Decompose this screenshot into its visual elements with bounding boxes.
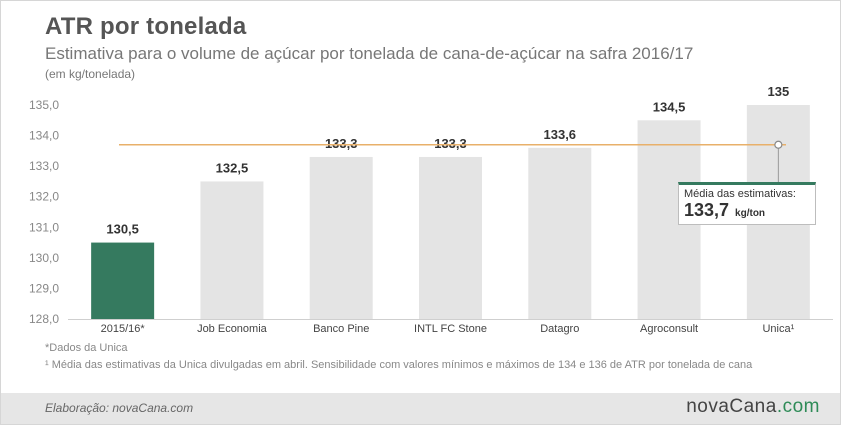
bar <box>200 181 264 319</box>
y-tick-label: 130,0 <box>29 251 59 265</box>
y-tick-label: 132,0 <box>29 190 59 204</box>
footnote-unica: ¹ Média das estimativas da Unica divulga… <box>45 359 753 371</box>
logo-main-text: novaCana <box>686 396 777 417</box>
x-tick-label: Job Economia <box>197 323 268 335</box>
x-tick-label: Agroconsult <box>640 323 698 335</box>
y-tick-label: 128,0 <box>29 312 59 326</box>
x-tick-label: Unica¹ <box>762 323 794 335</box>
average-callout-value: 133,7 <box>684 200 730 220</box>
y-tick-label: 133,0 <box>29 159 59 173</box>
y-tick-label: 131,0 <box>29 220 59 234</box>
average-callout-label: Média das estimativas: <box>684 188 796 200</box>
footer-credit: Elaboração: novaCana.com <box>45 401 194 415</box>
bar-value-label: 130,5 <box>106 222 139 237</box>
average-callout: Média das estimativas: 133,7 kg/ton <box>678 182 816 225</box>
x-tick-label: Datagro <box>540 323 579 335</box>
chart-subtitle: Estimativa para o volume de açúcar por t… <box>45 44 694 63</box>
bar <box>91 242 155 319</box>
bar-value-label: 134,5 <box>653 99 686 114</box>
bar-value-label: 133,3 <box>434 136 467 151</box>
bar-value-label: 133,6 <box>544 127 577 142</box>
x-tick-label: Banco Pine <box>313 323 369 335</box>
chart-title: ATR por tonelada <box>45 13 247 40</box>
logo-accent-text: .com <box>776 396 820 417</box>
bar-value-label: 132,5 <box>216 160 249 175</box>
bar <box>309 156 373 319</box>
average-marker <box>774 140 783 149</box>
footer-bar: Elaboração: novaCana.com novaCana.com <box>1 393 840 424</box>
x-tick-label: 2015/16* <box>101 323 146 335</box>
unit-label: (em kg/tonelada) <box>45 67 136 81</box>
bar <box>528 147 592 319</box>
novacana-logo[interactable]: novaCana.com <box>686 396 820 418</box>
bar-chart: 128,0 129,0 130,0 131,0 132,0 133,0 134,0 135,0… <box>29 84 833 335</box>
bar-value-label: 133,3 <box>325 136 358 151</box>
y-tick-label: 134,0 <box>29 129 59 143</box>
footnote-data-source: *Dados da Unica <box>45 342 128 354</box>
y-tick-label: 129,0 <box>29 281 59 295</box>
average-callout-unit: kg/ton <box>735 208 766 219</box>
x-tick-label: INTL FC Stone <box>414 323 487 335</box>
bar-value-label: 135 <box>768 84 790 99</box>
y-tick-label: 135,0 <box>29 98 59 112</box>
bar <box>419 156 482 319</box>
